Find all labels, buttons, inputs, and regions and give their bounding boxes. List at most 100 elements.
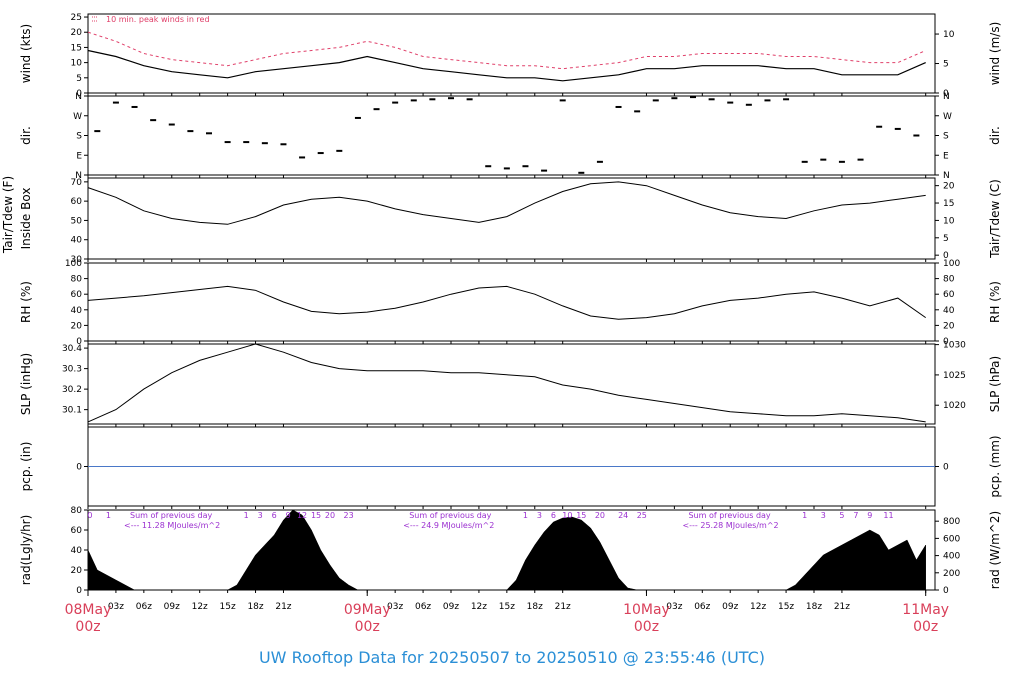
series-slp (87, 343, 926, 423)
ytick-label-wind: 25 (71, 13, 82, 23)
ytick-right-label-rad: 800 (943, 517, 960, 527)
dir-point (727, 101, 734, 104)
dir-point (913, 134, 920, 137)
ytick-right-label-dir: W (943, 112, 952, 122)
ytick-label-dir: E (76, 151, 82, 161)
xtick-label: 12z (192, 602, 208, 612)
ytick-right-label-temp: 20 (943, 182, 955, 192)
ytick-label-temp: 50 (71, 216, 83, 226)
dir-point (652, 99, 659, 102)
dir-point (894, 127, 901, 130)
series-temp (87, 181, 926, 225)
dir-point (261, 142, 268, 145)
xtick-label: 21z (275, 602, 291, 612)
ytick-right-label-rh: 80 (943, 275, 955, 285)
dir-point (801, 160, 808, 163)
ytick-right-label-temp: 0 (943, 251, 949, 261)
panel-frame-temp (87, 177, 936, 260)
panel-frame-slp (87, 343, 936, 425)
dir-point (838, 160, 845, 163)
ytick-right-label-temp: 5 (943, 234, 949, 244)
rad-sum-label: Sum of previous day (409, 511, 491, 520)
ytick-label-rh: 100 (65, 259, 82, 269)
dir-point (671, 97, 678, 100)
panel-slp: 30.1 30.2 30.3 30.4 1020 1025 1030 (62, 341, 966, 427)
ylabel-right-rad: rad (W/m^2) (988, 511, 1002, 589)
ytick-label-rh: 40 (71, 306, 83, 316)
dir-point (522, 165, 529, 168)
ytick-label-rh: 20 (71, 321, 83, 331)
dir-point (410, 99, 417, 102)
dir-point (224, 141, 231, 144)
rad-hour-marker: 11 (883, 511, 893, 520)
rad-hour-marker: 1 (106, 511, 111, 520)
rad-hour-marker: 25 (637, 511, 647, 520)
rad-hour-marker: 20 (595, 511, 605, 520)
wind-annotation-key (92, 16, 97, 22)
rad-hour-marker: 1 (244, 511, 249, 520)
ytick-right-label-dir: S (943, 132, 949, 142)
ytick-label-temp: 40 (71, 236, 83, 246)
panel-frame-dir (87, 95, 936, 176)
ytick-label-wind: 0 (76, 89, 82, 99)
dir-point (764, 99, 771, 102)
dir-point (690, 96, 696, 99)
dir-point (392, 101, 399, 104)
ytick-label-rad: 60 (71, 526, 83, 536)
xtick-label: 15z (220, 602, 236, 612)
rad-hour-marker: 7 (853, 511, 858, 520)
ylabel-left-wind: wind (kts) (19, 24, 33, 83)
ytick-right-label-rad: 0 (943, 586, 949, 596)
dir-point (559, 99, 566, 102)
ylabel-right-slp: SLP (hPa) (988, 356, 1002, 412)
xtick-label: 06z (136, 602, 152, 612)
ytick-label-temp: 70 (71, 178, 83, 188)
rad-hour-marker: 3 (537, 511, 542, 520)
dir-point (317, 152, 324, 155)
xtick-label: 18z (806, 602, 822, 612)
xtick-label: 09z (164, 602, 180, 612)
ytick-right-label-rh: 60 (943, 290, 955, 300)
ytick-label-dir: N (75, 92, 82, 102)
dir-point (820, 158, 827, 161)
rad-hour-marker: 20 (325, 511, 335, 520)
rad-hour-marker: 12 (297, 511, 307, 520)
ylabel-left-rh: RH (%) (19, 281, 33, 323)
ytick-label-rad: 0 (76, 586, 82, 596)
series-rad (87, 509, 926, 591)
ylabel-right-dir: dir. (988, 126, 1002, 145)
rad-sum-label: Sum of previous day (688, 511, 770, 520)
dir-point (168, 123, 175, 126)
ytick-label-slp: 30.4 (62, 344, 82, 354)
ylabel-left-temp: Tair/Tdew (F) (1, 176, 15, 254)
ylabel-left-dir: dir. (19, 126, 33, 145)
ytick-right-label-rh: 100 (943, 259, 960, 269)
dir-point (280, 143, 287, 146)
xtick-label: 09z (722, 602, 738, 612)
rad-hour-marker: 24 (618, 511, 628, 520)
rad-hour-marker: 3 (258, 511, 263, 520)
ylabel-left-slp: SLP (inHg) (19, 353, 33, 415)
ytick-label-dir: N (75, 171, 82, 181)
ytick-right-label-rad: 600 (943, 534, 960, 544)
xtick-label: 12z (750, 602, 766, 612)
ytick-right-label-rh: 0 (943, 337, 949, 347)
xtick-label: 15z (499, 602, 515, 612)
day-hour-label: 00z (75, 619, 100, 635)
xtick-label: 12z (471, 602, 487, 612)
panel-dir: N NE ES SW WN N (73, 92, 952, 181)
dir-point (94, 130, 101, 133)
rad-sum-value: <--- 24.9 MJoules/m^2 (403, 521, 494, 530)
xtick-label: 03z (387, 602, 403, 612)
day-hour-label: 00z (634, 619, 659, 635)
ytick-right-label-slp: 1030 (943, 341, 966, 351)
ytick-label-rh: 60 (71, 290, 83, 300)
ylabel-right-temp: Tair/Tdew (C) (988, 179, 1002, 259)
ytick-right-label-pcp: 0 (943, 463, 949, 473)
ytick-label-temp: 60 (71, 197, 83, 207)
dir-point (596, 160, 603, 163)
dir-point (708, 98, 715, 101)
ytick-label-dir: S (76, 132, 82, 142)
ytick-right-label-wind: 0 (943, 89, 949, 99)
